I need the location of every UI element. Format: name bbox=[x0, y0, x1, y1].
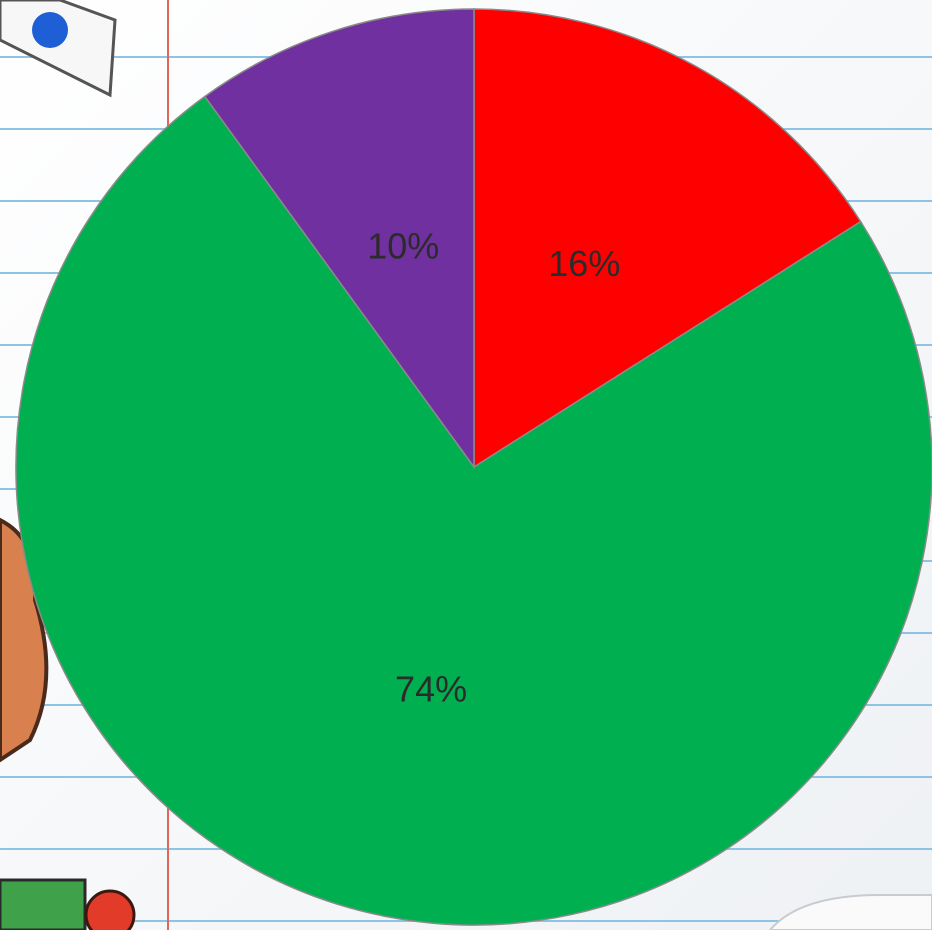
data-label: 10% bbox=[367, 226, 439, 267]
pie-slice bbox=[203, 8, 475, 470]
pie-slice bbox=[473, 8, 862, 469]
data-label: 16% bbox=[548, 243, 620, 284]
data-label: 74% bbox=[395, 668, 467, 709]
pie bbox=[15, 8, 932, 926]
pie-slice bbox=[15, 95, 932, 926]
pie-labels: 16% 74% 10% bbox=[367, 226, 620, 710]
